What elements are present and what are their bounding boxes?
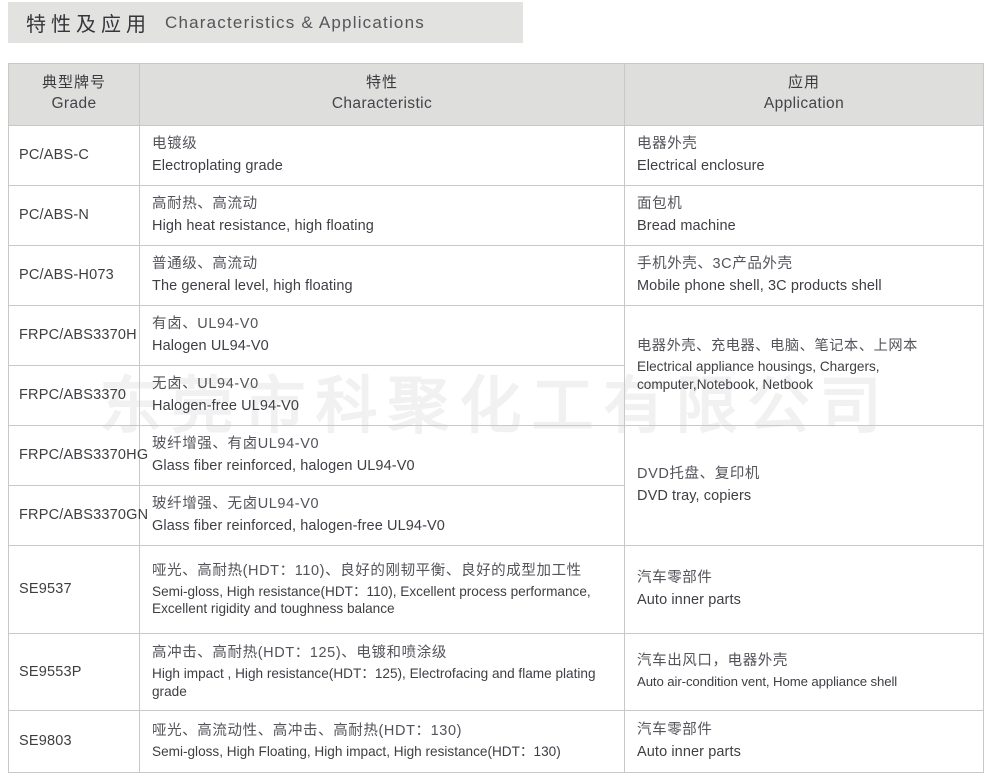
table-row: SE9537 哑光、高耐热(HDT：110)、良好的刚韧平衡、良好的成型加工性 … — [8, 545, 984, 634]
cell-characteristic: 普通级、高流动 The general level, high floating — [139, 245, 625, 306]
cell-application: 手机外壳、3C产品外壳 Mobile phone shell, 3C produ… — [624, 245, 984, 306]
cell-application: 面包机 Bread machine — [624, 185, 984, 246]
table-body: PC/ABS-C 电镀级 Electroplating grade 电器外壳 E… — [8, 125, 984, 773]
characteristic-en: Glass fiber reinforced, halogen UL94-V0 — [152, 458, 415, 474]
application-cn: 电器外壳 — [637, 136, 698, 152]
application-en: Electrical enclosure — [637, 158, 765, 174]
cell-characteristic: 哑光、高流动性、高冲击、高耐热(HDT：130) Semi-gloss, Hig… — [139, 710, 625, 773]
characteristic-cn: 哑光、高耐热(HDT：110)、良好的刚韧平衡、良好的成型加工性 — [152, 562, 582, 579]
column-header-grade-cn: 典型牌号 — [41, 74, 106, 92]
characteristic-en: High heat resistance, high floating — [152, 218, 374, 234]
characteristic-cn: 高耐热、高流动 — [152, 196, 258, 212]
cell-application: 汽车零部件 Auto inner parts — [624, 710, 984, 773]
application-cn: 汽车零部件 — [637, 570, 713, 586]
section-title-cn: 特性及应用 — [26, 14, 151, 36]
application-en: Auto inner parts — [637, 744, 741, 760]
column-header-characteristic: 特性 Characteristic — [139, 63, 625, 126]
characteristic-en: Semi-gloss, High resistance(HDT：110), Ex… — [152, 583, 591, 616]
table-row: SE9553P 高冲击、高耐热(HDT：125)、电镀和喷涂级 High imp… — [8, 633, 984, 711]
table-header-row: 典型牌号 Grade 特性 Characteristic 应用 Applicat… — [8, 63, 984, 126]
table-row: PC/ABS-H073 普通级、高流动 The general level, h… — [8, 245, 984, 306]
application-cn: 汽车出风口，电器外壳 — [637, 653, 788, 670]
table-row: FRPC/ABS3370GN 玻纤增强、无卤UL94-V0 Glass fibe… — [8, 485, 984, 546]
characteristics-applications-table: 典型牌号 Grade 特性 Characteristic 应用 Applicat… — [8, 63, 984, 773]
application-cn: 手机外壳、3C产品外壳 — [637, 256, 793, 272]
characteristic-en: Halogen UL94-V0 — [152, 338, 269, 354]
cell-characteristic: 无卤、UL94-V0 Halogen-free UL94-V0 — [139, 365, 625, 426]
cell-grade: SE9553P — [8, 633, 140, 711]
characteristic-cn: 高冲击、高耐热(HDT：125)、电镀和喷涂级 — [152, 645, 447, 662]
application-cn: DVD托盘、复印机 — [637, 466, 761, 482]
characteristic-en: Halogen-free UL94-V0 — [152, 398, 300, 414]
column-header-application-en: Application — [763, 94, 845, 112]
cell-characteristic: 高耐热、高流动 High heat resistance, high float… — [139, 185, 625, 246]
cell-characteristic: 高冲击、高耐热(HDT：125)、电镀和喷涂级 High impact , Hi… — [139, 633, 625, 711]
cell-application-merged: 电器外壳、充电器、电脑、笔记本、上网本 Electrical appliance… — [624, 305, 984, 426]
cell-characteristic: 有卤、UL94-V0 Halogen UL94-V0 — [139, 305, 625, 366]
table-row: PC/ABS-C 电镀级 Electroplating grade 电器外壳 E… — [8, 125, 984, 186]
column-header-characteristic-cn: 特性 — [365, 74, 398, 92]
cell-grade: PC/ABS-H073 — [8, 245, 140, 306]
characteristic-en: The general level, high floating — [152, 278, 353, 294]
characteristic-cn: 有卤、UL94-V0 — [152, 316, 259, 332]
table-row: FRPC/ABS3370H 有卤、UL94-V0 Halogen UL94-V0… — [8, 305, 984, 426]
application-en: Auto inner parts — [637, 592, 741, 608]
cell-grade: PC/ABS-N — [8, 185, 140, 246]
column-header-application-cn: 应用 — [787, 74, 820, 92]
characteristic-cn: 无卤、UL94-V0 — [152, 376, 259, 392]
table-header: 典型牌号 Grade 特性 Characteristic 应用 Applicat… — [8, 63, 984, 126]
characteristic-cn: 玻纤增强、有卤UL94-V0 — [152, 436, 320, 452]
cell-application: 电器外壳 Electrical enclosure — [624, 125, 984, 186]
application-cn: 汽车零部件 — [637, 722, 713, 738]
cell-application: 汽车零部件 Auto inner parts — [624, 545, 984, 634]
characteristic-en: Semi-gloss, High Floating, High impact, … — [152, 744, 561, 760]
application-en: DVD tray, copiers — [637, 488, 752, 504]
column-header-application: 应用 Application — [624, 63, 984, 126]
application-en: Electrical appliance housings, Chargers,… — [637, 359, 880, 392]
cell-grade: FRPC/ABS3370GN — [8, 485, 148, 546]
cell-grade: FRPC/ABS3370HG — [8, 425, 148, 486]
characteristic-en: Glass fiber reinforced, halogen-free UL9… — [152, 518, 445, 534]
column-header-grade: 典型牌号 Grade — [8, 63, 140, 126]
table-row: SE9803 哑光、高流动性、高冲击、高耐热(HDT：130) Semi-glo… — [8, 710, 984, 773]
cell-application-merged: DVD托盘、复印机 DVD tray, copiers — [624, 425, 984, 546]
application-en: Auto air-condition vent, Home appliance … — [637, 674, 898, 690]
cell-characteristic: 哑光、高耐热(HDT：110)、良好的刚韧平衡、良好的成型加工性 Semi-gl… — [139, 545, 625, 634]
section-banner: 特性及应用 Characteristics & Applications — [8, 2, 523, 43]
cell-grade: SE9803 — [8, 710, 140, 773]
table-row: PC/ABS-N 高耐热、高流动 High heat resistance, h… — [8, 185, 984, 246]
cell-grade: PC/ABS-C — [8, 125, 140, 186]
cell-application: 汽车出风口，电器外壳 Auto air-condition vent, Home… — [624, 633, 984, 711]
column-header-characteristic-en: Characteristic — [331, 94, 433, 112]
cell-grade: SE9537 — [8, 545, 140, 634]
characteristic-en: High impact , High resistance(HDT：125), … — [152, 666, 596, 699]
application-cn: 电器外壳、充电器、电脑、笔记本、上网本 — [637, 337, 918, 354]
cell-characteristic: 玻纤增强、有卤UL94-V0 Glass fiber reinforced, h… — [139, 425, 625, 486]
cell-characteristic: 玻纤增强、无卤UL94-V0 Glass fiber reinforced, h… — [139, 485, 625, 546]
application-en: Bread machine — [637, 218, 736, 234]
cell-characteristic: 电镀级 Electroplating grade — [139, 125, 625, 186]
spec-table-wrapper: 典型牌号 Grade 特性 Characteristic 应用 Applicat… — [8, 63, 984, 773]
table-row: FRPC/ABS3370 无卤、UL94-V0 Halogen-free UL9… — [8, 365, 984, 426]
characteristic-cn: 电镀级 — [152, 136, 198, 152]
characteristic-en: Electroplating grade — [152, 158, 283, 174]
characteristic-cn: 普通级、高流动 — [152, 256, 258, 272]
column-header-grade-en: Grade — [51, 94, 97, 112]
table-row: FRPC/ABS3370HG 玻纤增强、有卤UL94-V0 Glass fibe… — [8, 425, 984, 546]
section-title-en: Characteristics & Applications — [165, 12, 425, 32]
characteristic-cn: 玻纤增强、无卤UL94-V0 — [152, 496, 320, 512]
characteristic-cn: 哑光、高流动性、高冲击、高耐热(HDT：130) — [152, 723, 463, 740]
cell-grade: FRPC/ABS3370H — [8, 305, 140, 366]
application-cn: 面包机 — [637, 196, 683, 212]
cell-grade: FRPC/ABS3370 — [8, 365, 140, 426]
application-en: Mobile phone shell, 3C products shell — [637, 278, 882, 294]
